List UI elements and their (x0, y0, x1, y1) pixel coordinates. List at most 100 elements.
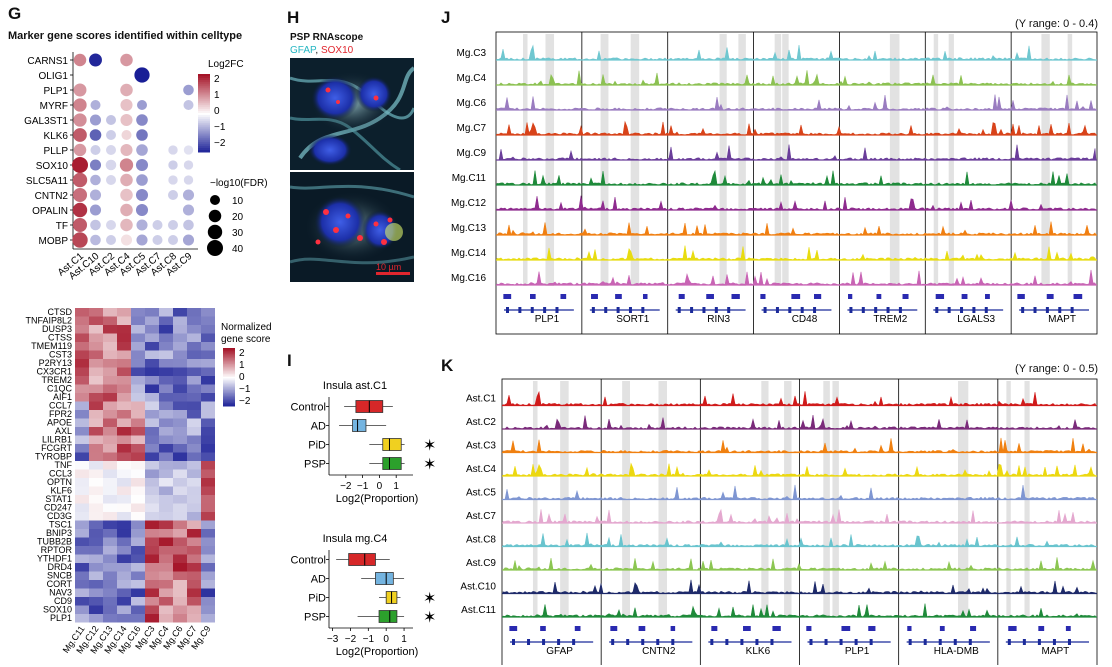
boxplot-x-tick-label: 0 (383, 634, 389, 645)
heat-cell (145, 452, 159, 461)
heat-cell (173, 537, 187, 546)
panel-label-i: I (287, 351, 292, 370)
gene-model-exon (813, 307, 817, 313)
heat-cell (131, 452, 145, 461)
heat-row-label: CCL7 (49, 401, 72, 411)
heat-cell (201, 435, 215, 444)
gene-model-exon (740, 639, 744, 645)
heat-cell (89, 418, 103, 427)
heat-cell (145, 325, 159, 334)
heat-cell (187, 520, 201, 529)
boxplot-insula-mgc4: Insula mg.C4 Control AD PiD ✶ PSP ✶ −3 −2 −1 0 1Log… (291, 533, 437, 658)
heat-cell (117, 316, 131, 325)
dot-mark (182, 189, 195, 201)
dot-mark (183, 145, 194, 155)
heat-cell (145, 359, 159, 368)
boxplot-box (348, 553, 376, 566)
heat-cell (75, 444, 89, 453)
heat-legend-swatch (223, 378, 235, 381)
heat-cell (201, 367, 215, 376)
dot-mark (168, 160, 178, 170)
track-label: Mg.C11 (452, 173, 487, 184)
gene-model-exon (591, 307, 595, 313)
signal-track (496, 120, 1097, 136)
heat-cell (145, 393, 159, 402)
gene-model-exon (1007, 639, 1011, 645)
heat-row-label: APOE (47, 418, 72, 428)
heat-cell (131, 435, 145, 444)
heat-cell (173, 359, 187, 368)
heat-cell (159, 367, 173, 376)
dot-mark (73, 98, 87, 112)
signal-track (496, 169, 1097, 186)
heat-cell (103, 418, 117, 427)
gene-model-exon (555, 307, 559, 313)
peak-region (560, 294, 567, 299)
heat-cell (75, 350, 89, 359)
heat-legend-swatch (223, 348, 235, 350)
heat-cell (145, 512, 159, 521)
peak-region (902, 294, 909, 299)
dot-mark (90, 219, 101, 231)
heat-cell (89, 410, 103, 419)
heat-cell (131, 316, 145, 325)
heat-cell (75, 563, 89, 572)
track-label: Ast.C5 (466, 488, 496, 499)
heat-cell (131, 376, 145, 385)
peak-region (848, 294, 853, 299)
dot-mark (120, 83, 133, 97)
signal-track (496, 44, 1097, 61)
signal-track (502, 557, 1097, 571)
heat-legend-swatch (223, 353, 235, 356)
boxplot-x-tick-label: −3 (327, 634, 339, 645)
peak-region (876, 294, 882, 299)
heat-cell (159, 316, 173, 325)
gene-model-exon (770, 639, 774, 645)
dot-color-legend-swatch (198, 89, 210, 93)
track-label: Mg.C4 (457, 73, 487, 84)
heat-legend-title: Normalized (221, 322, 272, 333)
heat-cell (159, 308, 173, 317)
heat-cell (201, 580, 215, 589)
gene-label: SORT1 (616, 314, 650, 325)
heat-cell (131, 529, 145, 538)
gene-model-exon (1037, 639, 1041, 645)
heat-cell (173, 418, 187, 427)
gene-label: MAPT (1048, 314, 1076, 325)
gene-model-exon (849, 307, 853, 313)
dot-color-legend-swatch (198, 142, 210, 145)
heat-cell (187, 503, 201, 512)
heat-cell (159, 359, 173, 368)
gene-label: LGALS3 (957, 314, 995, 325)
heat-cell (201, 359, 215, 368)
heat-row-label: CTSS (48, 333, 72, 343)
heat-row-label: OPTN (47, 477, 72, 487)
heat-cell (89, 554, 103, 563)
heat-cell (145, 546, 159, 555)
signal-track (496, 221, 1097, 236)
heat-cell (159, 537, 173, 546)
heat-cell (131, 486, 145, 495)
heat-cell (201, 376, 215, 385)
heat-cell (173, 350, 187, 359)
boxplot-x-tick-label: −2 (340, 481, 352, 492)
dot-color-legend-swatch (198, 128, 210, 132)
heat-legend-swatch (223, 374, 235, 377)
heat-cell (89, 427, 103, 436)
peak-region (731, 294, 740, 299)
dot-row-label: PLP1 (44, 86, 69, 97)
dot-color-legend-tick: 1 (214, 90, 220, 101)
heat-row-label: TNFAIP8L2 (25, 316, 72, 326)
heat-cell (103, 325, 117, 334)
gene-model-exon (725, 639, 729, 645)
heat-cell (187, 486, 201, 495)
heat-cell (117, 461, 131, 470)
heat-cell (75, 427, 89, 436)
gene-model-exon (1067, 639, 1071, 645)
dot-color-legend-swatch (198, 134, 210, 137)
heat-cell (173, 401, 187, 410)
heat-cell (75, 325, 89, 334)
gene-label: MAPT (1042, 646, 1070, 657)
heat-cell (103, 486, 117, 495)
heat-row-label: BNIP3 (46, 528, 72, 538)
